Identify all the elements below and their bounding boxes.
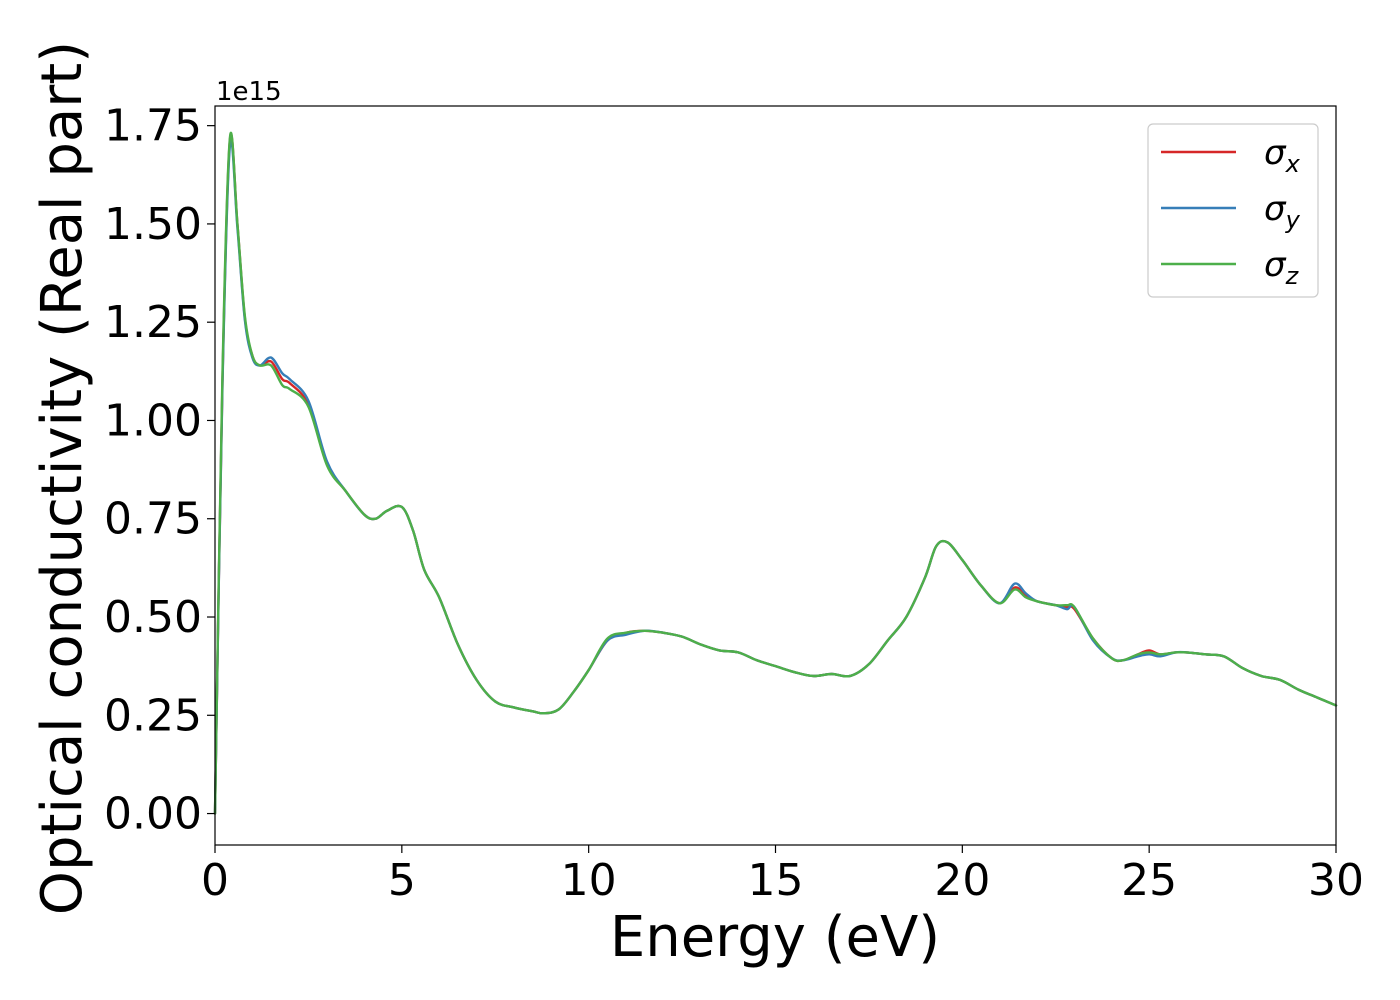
y-axis: 0.00 0.25 0.50 0.75 1.00 1.25 1.50 1.75 bbox=[104, 101, 215, 840]
x-tick-label: 15 bbox=[748, 855, 804, 906]
series-line-z bbox=[213, 131, 1338, 815]
legend-label-z: σz bbox=[1264, 245, 1300, 290]
legend-label-y: σy bbox=[1264, 189, 1301, 234]
y-tick-label: 1.00 bbox=[104, 395, 202, 446]
y-axis-label: Optical conductivity (Real part) bbox=[30, 41, 95, 915]
x-tick-label: 5 bbox=[388, 855, 416, 906]
x-tick-label: 10 bbox=[561, 855, 617, 906]
y-tick-label: 0.25 bbox=[104, 690, 202, 741]
legend-frame bbox=[1147, 123, 1319, 298]
x-tick-label: 25 bbox=[1121, 855, 1177, 906]
offset-text: 1e15 bbox=[216, 77, 282, 107]
legend: σx σy σz bbox=[1147, 123, 1319, 298]
series-layer bbox=[213, 131, 1338, 815]
y-tick-label: 1.50 bbox=[104, 199, 202, 250]
y-tick-label: 0.75 bbox=[104, 494, 202, 545]
x-tick-label: 0 bbox=[201, 855, 229, 906]
legend-label-x: σx bbox=[1264, 133, 1301, 178]
x-tick-label: 30 bbox=[1308, 855, 1364, 906]
y-tick-label: 0.50 bbox=[104, 592, 202, 643]
x-axis-label: Energy (eV) bbox=[610, 905, 940, 970]
y-tick-label: 1.75 bbox=[104, 101, 202, 152]
x-axis: 0 5 10 15 20 25 30 bbox=[201, 845, 1364, 906]
y-tick-label: 1.25 bbox=[104, 297, 202, 348]
y-tick-label: 0.00 bbox=[104, 789, 202, 840]
x-tick-label: 20 bbox=[934, 855, 990, 906]
